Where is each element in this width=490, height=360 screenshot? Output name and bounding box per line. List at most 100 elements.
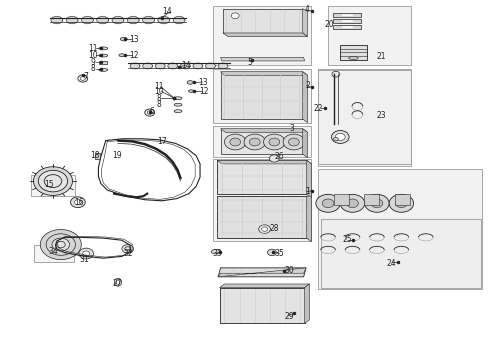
Circle shape xyxy=(38,170,68,192)
Text: 10: 10 xyxy=(154,86,163,95)
Circle shape xyxy=(283,134,305,150)
Ellipse shape xyxy=(174,103,182,106)
Bar xyxy=(318,169,482,289)
Text: 20: 20 xyxy=(324,20,334,29)
Ellipse shape xyxy=(121,37,127,41)
Text: 31: 31 xyxy=(79,255,89,264)
Text: 8: 8 xyxy=(156,100,161,109)
Circle shape xyxy=(371,199,383,208)
Polygon shape xyxy=(303,9,308,37)
Circle shape xyxy=(230,138,241,146)
Bar xyxy=(213,69,311,123)
Text: 30: 30 xyxy=(284,266,294,275)
Ellipse shape xyxy=(99,54,108,57)
Ellipse shape xyxy=(189,90,194,92)
Polygon shape xyxy=(218,268,306,277)
Text: 17: 17 xyxy=(157,137,167,146)
Circle shape xyxy=(83,251,90,256)
Circle shape xyxy=(264,134,285,150)
Bar xyxy=(213,159,311,241)
Text: 5: 5 xyxy=(247,58,252,67)
Text: 11: 11 xyxy=(88,44,98,53)
Circle shape xyxy=(389,194,414,212)
Polygon shape xyxy=(180,63,190,69)
Polygon shape xyxy=(206,63,215,69)
Polygon shape xyxy=(220,72,303,119)
Polygon shape xyxy=(127,17,139,24)
Circle shape xyxy=(79,248,94,259)
Circle shape xyxy=(244,134,266,150)
Circle shape xyxy=(333,137,338,141)
Text: 2: 2 xyxy=(305,81,310,90)
Circle shape xyxy=(122,244,134,253)
Polygon shape xyxy=(220,129,308,132)
Polygon shape xyxy=(365,194,379,205)
Text: 26: 26 xyxy=(274,152,284,161)
Text: 10: 10 xyxy=(88,51,98,60)
Circle shape xyxy=(262,227,268,231)
Text: 16: 16 xyxy=(74,198,84,207)
Polygon shape xyxy=(334,194,348,205)
Text: 12: 12 xyxy=(199,86,208,95)
Circle shape xyxy=(145,109,155,116)
Polygon shape xyxy=(51,17,63,24)
Bar xyxy=(318,69,411,166)
Text: 13: 13 xyxy=(198,78,208,87)
Circle shape xyxy=(40,229,81,260)
Bar xyxy=(333,25,361,30)
Polygon shape xyxy=(220,129,303,154)
Ellipse shape xyxy=(114,278,122,286)
Circle shape xyxy=(316,194,340,212)
Circle shape xyxy=(335,134,345,140)
Text: 13: 13 xyxy=(129,35,138,44)
Text: 8: 8 xyxy=(90,64,95,73)
Text: 32: 32 xyxy=(124,249,133,258)
Circle shape xyxy=(322,199,334,208)
Polygon shape xyxy=(220,72,308,75)
Circle shape xyxy=(268,249,276,256)
Polygon shape xyxy=(223,33,308,37)
Circle shape xyxy=(46,234,75,255)
Circle shape xyxy=(56,241,65,248)
Polygon shape xyxy=(66,17,78,24)
Polygon shape xyxy=(112,17,124,24)
Polygon shape xyxy=(217,196,307,238)
Polygon shape xyxy=(130,63,140,69)
Polygon shape xyxy=(158,17,170,24)
Text: 35: 35 xyxy=(274,249,284,258)
Polygon shape xyxy=(173,17,185,24)
Ellipse shape xyxy=(174,97,182,100)
Circle shape xyxy=(259,225,270,233)
Circle shape xyxy=(78,75,88,82)
Circle shape xyxy=(52,238,70,251)
Circle shape xyxy=(289,138,299,146)
Polygon shape xyxy=(395,194,410,205)
Text: 25: 25 xyxy=(343,235,352,244)
Polygon shape xyxy=(220,57,305,61)
Polygon shape xyxy=(220,288,305,323)
Ellipse shape xyxy=(116,280,120,284)
Circle shape xyxy=(33,167,73,195)
Text: 22: 22 xyxy=(314,104,323,113)
Text: 1: 1 xyxy=(305,187,310,196)
Circle shape xyxy=(71,197,85,208)
Polygon shape xyxy=(97,17,109,24)
Bar xyxy=(31,175,75,196)
Bar xyxy=(340,45,367,59)
Text: 19: 19 xyxy=(112,151,122,160)
Text: 9: 9 xyxy=(90,58,95,67)
Circle shape xyxy=(231,13,239,19)
Circle shape xyxy=(147,111,152,114)
Ellipse shape xyxy=(99,47,108,50)
Circle shape xyxy=(340,194,365,212)
Text: 29: 29 xyxy=(284,312,294,321)
Polygon shape xyxy=(307,196,312,242)
Polygon shape xyxy=(81,17,93,24)
Text: 7: 7 xyxy=(84,72,89,81)
Ellipse shape xyxy=(348,57,358,59)
Text: 33: 33 xyxy=(212,249,222,258)
Polygon shape xyxy=(143,17,154,24)
Circle shape xyxy=(331,131,349,143)
Polygon shape xyxy=(217,160,312,164)
Text: 11: 11 xyxy=(154,82,163,91)
